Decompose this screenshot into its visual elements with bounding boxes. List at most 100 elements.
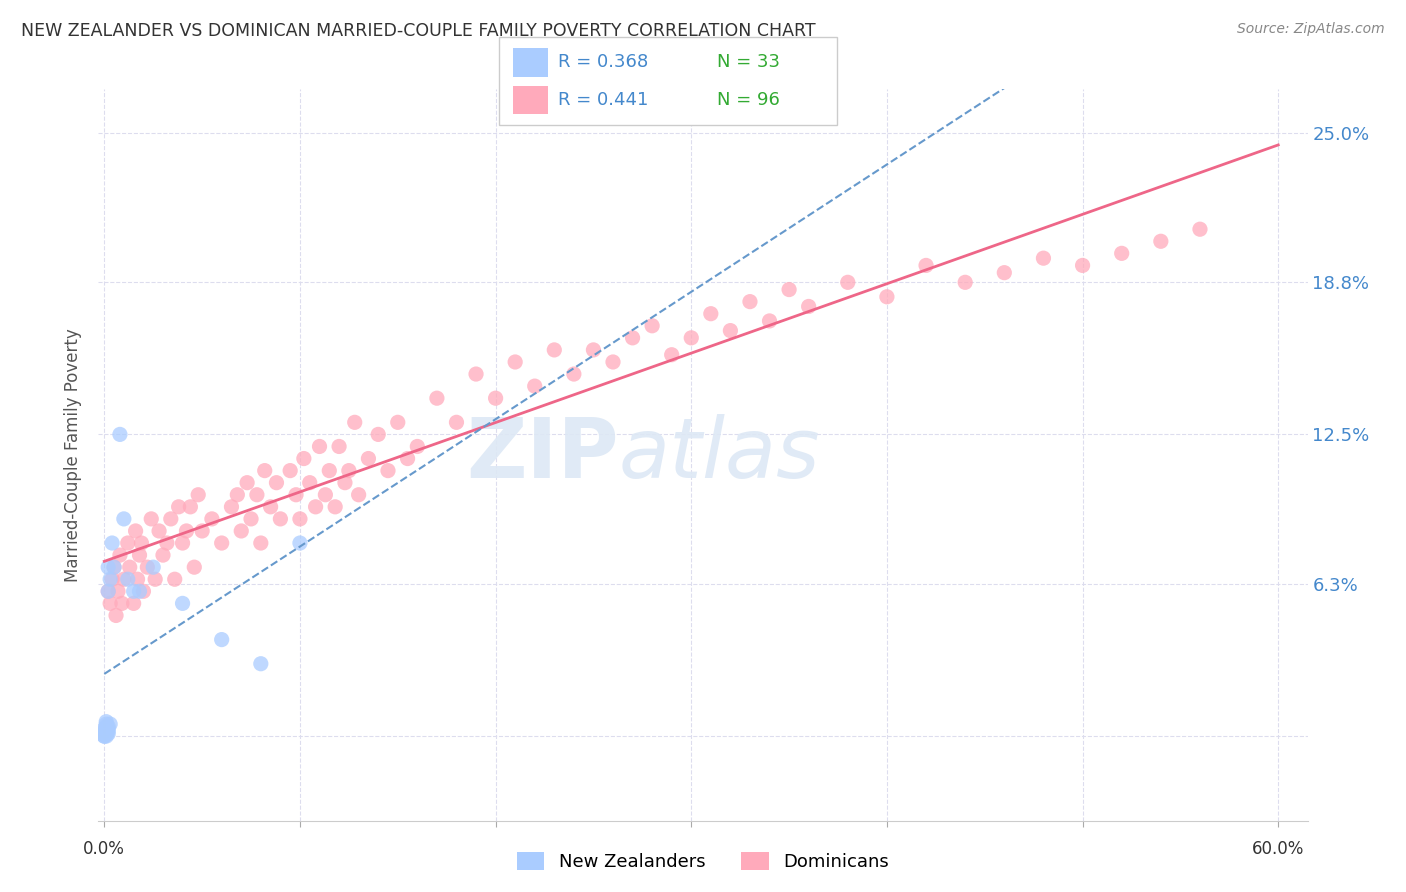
Point xyxy=(337,464,360,478)
Point xyxy=(103,560,125,574)
Point xyxy=(159,512,181,526)
Point xyxy=(1188,222,1211,236)
Point xyxy=(97,719,120,733)
Point xyxy=(259,500,281,514)
Point xyxy=(142,560,165,574)
Point xyxy=(103,560,125,574)
Text: NEW ZEALANDER VS DOMINICAN MARRIED-COUPLE FAMILY POVERTY CORRELATION CHART: NEW ZEALANDER VS DOMINICAN MARRIED-COUPL… xyxy=(21,22,815,40)
Point xyxy=(621,331,644,345)
Point xyxy=(1150,234,1173,248)
Point xyxy=(101,572,124,586)
Legend: New Zealanders, Dominicans: New Zealanders, Dominicans xyxy=(510,845,896,879)
Point xyxy=(143,572,166,586)
Point xyxy=(292,451,315,466)
Point xyxy=(112,512,135,526)
Point xyxy=(250,536,273,550)
Point xyxy=(298,475,321,490)
Point xyxy=(117,536,139,550)
Point xyxy=(387,415,409,429)
Point xyxy=(136,560,159,574)
Point xyxy=(426,391,449,405)
Point xyxy=(96,722,118,736)
Point xyxy=(602,355,624,369)
Point xyxy=(128,584,150,599)
Point xyxy=(318,464,340,478)
Point xyxy=(288,512,311,526)
Point xyxy=(246,488,269,502)
Point xyxy=(191,524,214,538)
Point xyxy=(503,355,526,369)
Point xyxy=(240,512,263,526)
Point xyxy=(105,608,128,623)
Text: ZIP: ZIP xyxy=(465,415,619,495)
Point xyxy=(582,343,605,357)
Point xyxy=(562,367,585,381)
Point xyxy=(465,367,488,381)
Point xyxy=(107,584,129,599)
Text: N = 96: N = 96 xyxy=(717,91,780,109)
Point xyxy=(132,584,155,599)
Point xyxy=(124,524,146,538)
Point xyxy=(543,343,565,357)
Point xyxy=(269,512,291,526)
Text: N = 33: N = 33 xyxy=(717,54,780,71)
Text: R = 0.368: R = 0.368 xyxy=(558,54,648,71)
Text: Source: ZipAtlas.com: Source: ZipAtlas.com xyxy=(1237,22,1385,37)
Point xyxy=(333,475,356,490)
Point xyxy=(98,572,121,586)
Point xyxy=(108,427,131,442)
Point xyxy=(117,572,139,586)
Point xyxy=(343,415,366,429)
Point xyxy=(446,415,468,429)
Text: atlas: atlas xyxy=(619,415,820,495)
Point xyxy=(1071,259,1094,273)
Point xyxy=(328,440,350,454)
Point xyxy=(718,324,741,338)
Point xyxy=(347,488,370,502)
Point xyxy=(250,657,273,671)
Point xyxy=(93,724,115,739)
Point xyxy=(285,488,308,502)
Point xyxy=(98,596,121,610)
Point xyxy=(876,290,898,304)
Text: 0.0%: 0.0% xyxy=(83,840,125,858)
Point xyxy=(288,536,311,550)
Point xyxy=(98,717,121,731)
Text: 60.0%: 60.0% xyxy=(1253,840,1305,858)
Point xyxy=(148,524,170,538)
Point xyxy=(167,500,190,514)
Point xyxy=(122,584,145,599)
Point xyxy=(122,596,145,610)
Point xyxy=(183,560,205,574)
Point xyxy=(641,318,664,333)
Point xyxy=(156,536,179,550)
Point xyxy=(357,451,380,466)
Point xyxy=(118,560,141,574)
Point xyxy=(1111,246,1133,260)
Point xyxy=(226,488,249,502)
Point xyxy=(97,584,120,599)
Point xyxy=(112,572,135,586)
Point xyxy=(96,714,118,729)
Point xyxy=(778,283,800,297)
Point xyxy=(187,488,209,502)
Point xyxy=(176,524,198,538)
Point xyxy=(108,548,131,562)
Point xyxy=(953,276,976,290)
Point xyxy=(152,548,174,562)
Point xyxy=(96,729,118,743)
Point xyxy=(314,488,336,502)
Point xyxy=(97,727,120,741)
Point xyxy=(396,451,419,466)
Point xyxy=(93,722,115,736)
Point xyxy=(201,512,224,526)
Point xyxy=(323,500,346,514)
Point xyxy=(97,722,120,736)
Point xyxy=(97,560,120,574)
Point xyxy=(367,427,389,442)
Point xyxy=(758,314,780,328)
Point xyxy=(993,266,1015,280)
Point xyxy=(915,259,938,273)
Point xyxy=(93,727,115,741)
Point xyxy=(304,500,326,514)
